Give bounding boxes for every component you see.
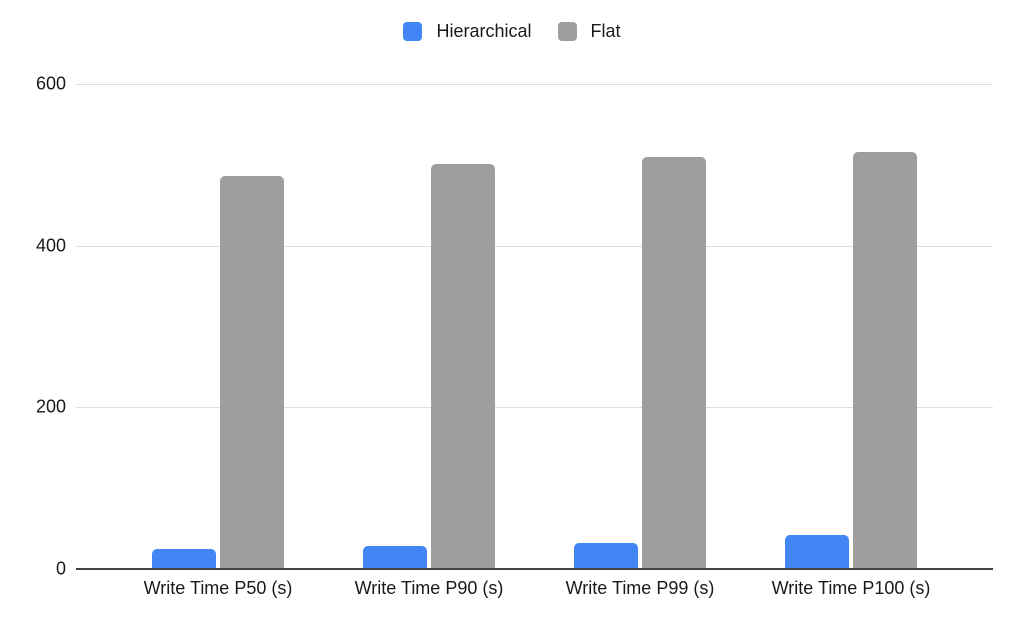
legend-label: Hierarchical [436,21,532,41]
legend-swatch-icon [403,22,423,41]
bar-flat-4 [853,151,917,569]
y-axis-tick-label: 200 [35,396,66,417]
bar-hierarchical-2 [363,546,427,569]
legend-swatch-icon [557,22,577,41]
x-axis-category-label: Write Time P99 (s) [565,578,715,598]
x-axis-category-label: Write Time P100 (s) [771,578,931,598]
legend-item-hierarchical: Hierarchical [403,21,532,42]
gridline [76,407,993,409]
bar-flat-3 [642,156,706,569]
legend-label: Flat [590,21,621,41]
x-axis-category-label: Write Time P50 (s) [143,578,293,598]
bar-hierarchical-1 [152,548,216,569]
y-axis-tick-label: 0 [55,558,66,579]
legend: Hierarchical Flat [0,21,1024,42]
x-axis-line [76,568,993,570]
bar-hierarchical-3 [574,543,638,569]
gridline [76,84,993,85]
x-axis-category-label: Write Time P90 (s) [354,578,504,598]
y-axis-tick-label: 600 [35,73,66,94]
bar-hierarchical-4 [785,535,849,569]
y-axis-tick-label: 400 [35,235,66,256]
legend-item-flat: Flat [557,21,621,42]
gridline [76,245,993,247]
bar-flat-1 [220,176,284,569]
bar-flat-2 [431,164,495,569]
